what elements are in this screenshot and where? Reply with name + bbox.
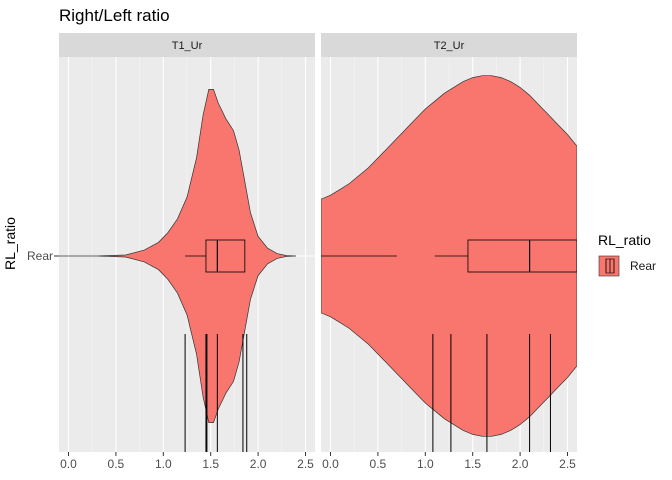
x-tick-label: 1.0 <box>155 457 172 471</box>
chart-title: Right/Left ratio <box>59 6 170 25</box>
x-tick-label: 2.0 <box>512 457 529 471</box>
panel-t2-ur: T2_Ur 0.0 0.5 1.0 1.5 2.0 2.5 <box>321 33 577 471</box>
panel-plot-area <box>321 75 577 452</box>
y-tick-label-rear: Rear <box>27 249 53 263</box>
x-tick-label: 2.0 <box>250 457 267 471</box>
x-tick-label: 1.0 <box>417 457 434 471</box>
x-tick-label: 1.5 <box>464 457 481 471</box>
facet-strip <box>321 33 577 57</box>
panel-t1-ur: T1_Ur 0.0 0.5 1.0 1.5 2.0 2.5 <box>59 33 315 471</box>
facet-label: T2_Ur <box>434 40 465 52</box>
x-tick-label: 0.5 <box>108 457 125 471</box>
x-tick-label: 0.5 <box>370 457 387 471</box>
x-tick-label: 2.5 <box>297 457 314 471</box>
boxplot-box <box>467 239 577 273</box>
boxplot-box <box>205 239 246 273</box>
facet-strip <box>59 33 315 57</box>
panel-plot-area <box>59 89 297 452</box>
x-tick-label: 0.0 <box>60 457 77 471</box>
violin-shape <box>59 89 297 423</box>
legend-label: Rear <box>630 259 657 273</box>
x-tick-label: 1.5 <box>202 457 219 471</box>
facet-label: T1_Ur <box>172 40 203 52</box>
x-tick-label: 2.5 <box>559 457 576 471</box>
x-tick-label: 0.0 <box>322 457 339 471</box>
legend-key <box>598 255 620 277</box>
legend-title: RL_ratio <box>598 232 651 248</box>
